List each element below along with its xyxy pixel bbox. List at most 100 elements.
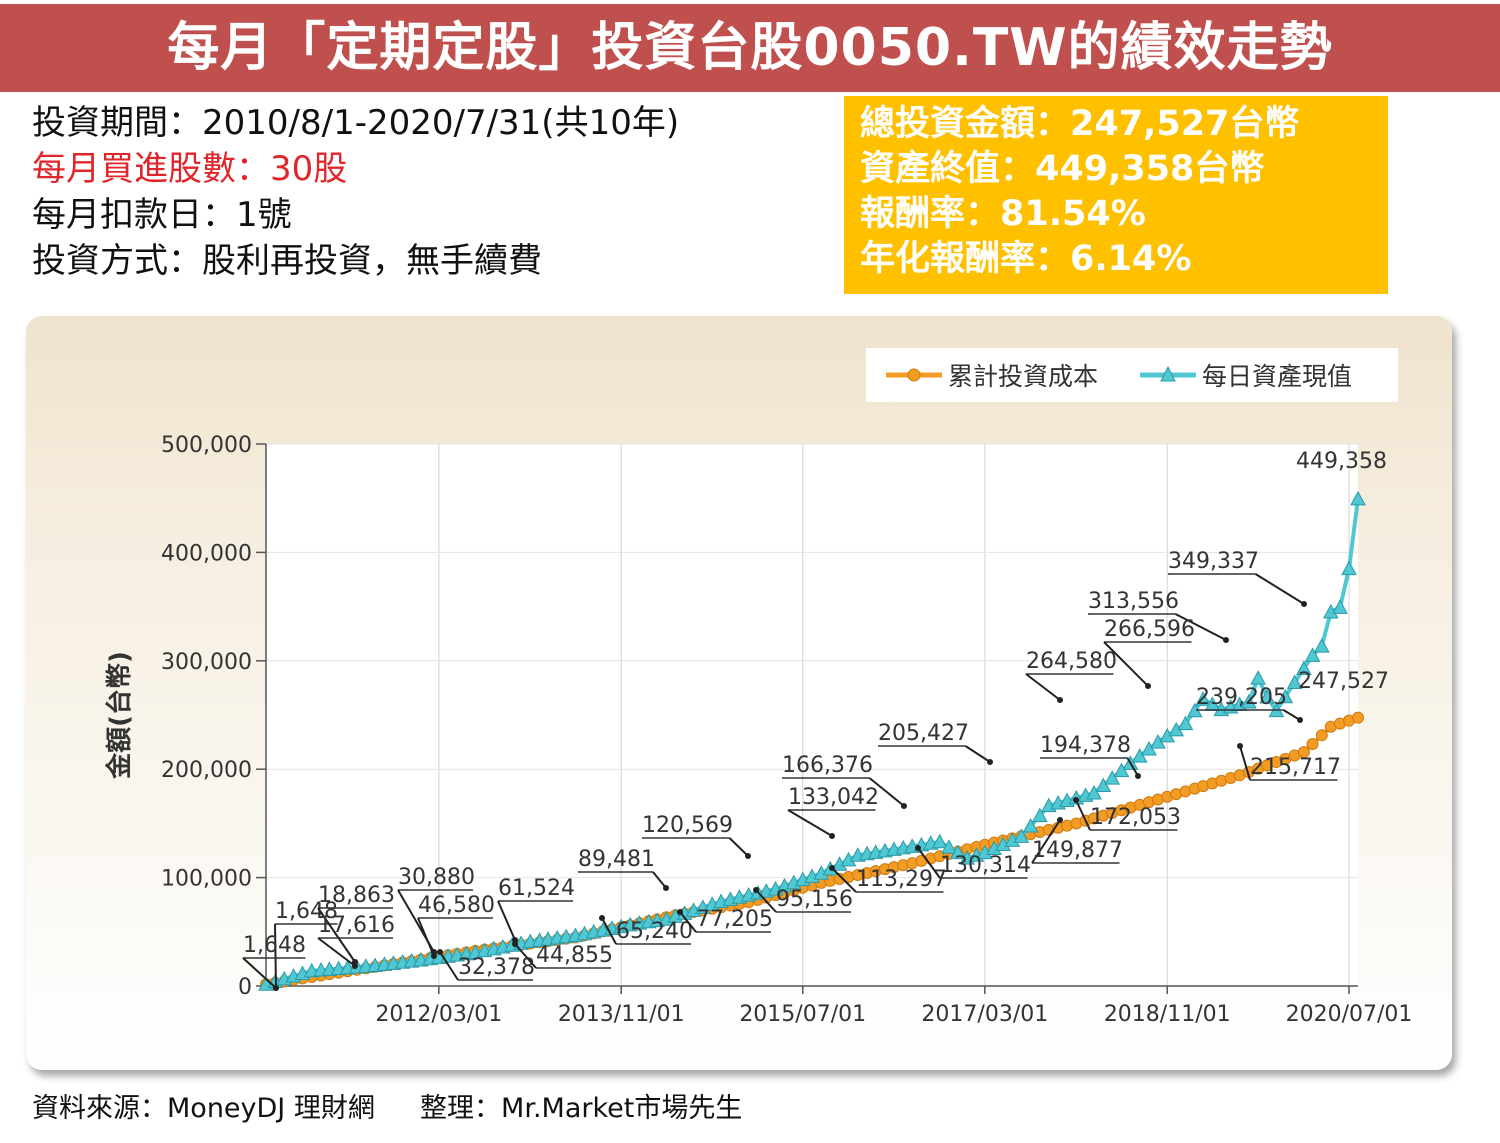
x-tick-label: 2020/07/01	[1286, 1002, 1413, 1027]
annotation-label: 1,648	[243, 933, 306, 958]
annotation-label: 449,358	[1296, 449, 1387, 474]
annotation-arrow-head	[1057, 817, 1063, 823]
annotation-label: 266,596	[1104, 617, 1195, 642]
value-point	[1086, 784, 1102, 800]
x-tick-label: 2015/07/01	[739, 1002, 866, 1027]
value-point	[1286, 674, 1303, 689]
annotation-arrow-head	[987, 759, 993, 765]
chart-annotations: 1,6481,64818,86317,61630,88046,58032,378…	[242, 449, 1389, 991]
annotation-arrow	[831, 867, 857, 893]
annotation-arrow	[317, 937, 356, 967]
legend-cost-label: 累計投資成本	[948, 362, 1098, 391]
annotation-arrow	[679, 911, 697, 933]
annotation-arrow-head	[1301, 601, 1307, 607]
legend-value-marker	[1160, 365, 1176, 382]
annotation-arrow	[728, 837, 749, 857]
annotation-arrow	[274, 923, 277, 989]
value-point	[1104, 770, 1121, 785]
annotation-label: 133,042	[788, 785, 879, 810]
value-point	[1131, 748, 1148, 763]
annotation-arrow	[514, 943, 537, 969]
value-point	[1177, 715, 1194, 731]
y-axis-label: 金額(台幣)	[104, 651, 135, 780]
annotation-arrow-head	[829, 865, 835, 871]
value-point	[1032, 807, 1048, 823]
value-point	[1332, 599, 1348, 614]
annotation-arrow	[1126, 757, 1139, 777]
plot-area	[266, 444, 1358, 986]
annotation-arrow-head	[437, 949, 443, 955]
chart-legend: 累計投資成本 每日資產現值	[866, 348, 1398, 402]
annotation-label: 89,481	[578, 847, 655, 872]
y-tick-label: 400,000	[161, 541, 252, 566]
plot-background	[266, 444, 1358, 986]
annotation-label: 46,580	[418, 893, 495, 918]
annotation-arrow	[1025, 673, 1061, 701]
value-point	[1022, 817, 1039, 833]
annotation-arrow	[787, 809, 833, 837]
annotation-arrow	[1239, 745, 1251, 781]
x-tick-label: 2013/11/01	[558, 1002, 685, 1027]
value-point	[1241, 693, 1257, 709]
value-point	[1277, 688, 1294, 704]
annotation-arrow-head	[512, 941, 518, 947]
annotation-arrow-head	[745, 853, 751, 859]
annotation-arrow-head	[915, 845, 921, 851]
value-point	[1341, 560, 1357, 576]
annotation-arrow	[601, 917, 617, 945]
value-point	[1095, 777, 1112, 792]
annotation-label: 215,717	[1250, 755, 1341, 780]
value-point	[950, 844, 966, 860]
value-point	[1304, 647, 1321, 662]
annotation-arrow	[1175, 613, 1227, 641]
annotation-label: 172,053	[1090, 805, 1181, 830]
annotation-label: 61,524	[498, 876, 575, 901]
chart-grid	[266, 443, 1358, 986]
info-shares: 每月買進股數：30股	[32, 149, 348, 189]
summary-return-rate: 報酬率：81.54%	[860, 194, 1146, 234]
annotation-arrow	[497, 900, 516, 941]
annotation-label: 65,240	[616, 919, 693, 944]
annotation-label: 130,314	[940, 853, 1031, 878]
annotation-label: 264,580	[1026, 649, 1117, 674]
cost-point	[1306, 737, 1319, 750]
value-point	[1313, 638, 1330, 653]
cost-point	[1315, 729, 1328, 742]
y-tick-label: 200,000	[161, 758, 252, 783]
source-text: 資料來源：MoneyDJ 理財網	[32, 1093, 375, 1124]
annotation-label: 1,648	[275, 899, 338, 924]
annotation-arrow-head	[663, 885, 669, 891]
value-point	[931, 833, 948, 849]
annotation-arrow-head	[1135, 773, 1141, 779]
annotation-arrow	[755, 889, 777, 913]
value-point	[1350, 490, 1366, 506]
x-tick-label: 2012/03/01	[375, 1002, 502, 1027]
cost-point	[1297, 746, 1310, 759]
summary-box: 總投資金額：247,527台幣 資產終值：449,358台幣 報酬率：81.54…	[844, 96, 1388, 294]
annotation-arrow	[439, 951, 459, 981]
annotation-arrow-head	[273, 985, 279, 991]
annotation-label: 18,863	[318, 883, 395, 908]
annotation-arrow	[1075, 799, 1091, 831]
annotation-arrow	[242, 957, 277, 989]
info-period: 投資期間：2010/8/1-2020/7/31(共10年)	[32, 103, 680, 143]
y-tick-label: 100,000	[161, 867, 252, 892]
annotation-arrow	[317, 907, 356, 963]
annotation-label: 194,378	[1040, 733, 1131, 758]
info-method: 投資方式：股利再投資，無手續費	[32, 241, 542, 281]
summary-total-invest: 總投資金額：247,527台幣	[860, 104, 1300, 144]
value-point	[1296, 660, 1312, 675]
annotation-label: 17,616	[318, 913, 395, 938]
cost-point	[1352, 711, 1364, 724]
annotation-arrow-head	[901, 803, 907, 809]
annotation-label: 30,880	[398, 865, 475, 890]
annotation-label: 32,378	[458, 955, 535, 980]
annotation-arrow-head	[1297, 717, 1303, 723]
annotation-arrow	[1031, 819, 1061, 864]
annotation-arrow-head	[1145, 683, 1151, 689]
series-value	[258, 490, 1366, 991]
legend-value-label: 每日資產現值	[1202, 362, 1352, 391]
annotation-label: 44,855	[536, 943, 613, 968]
annotation-label: 205,427	[878, 721, 969, 746]
